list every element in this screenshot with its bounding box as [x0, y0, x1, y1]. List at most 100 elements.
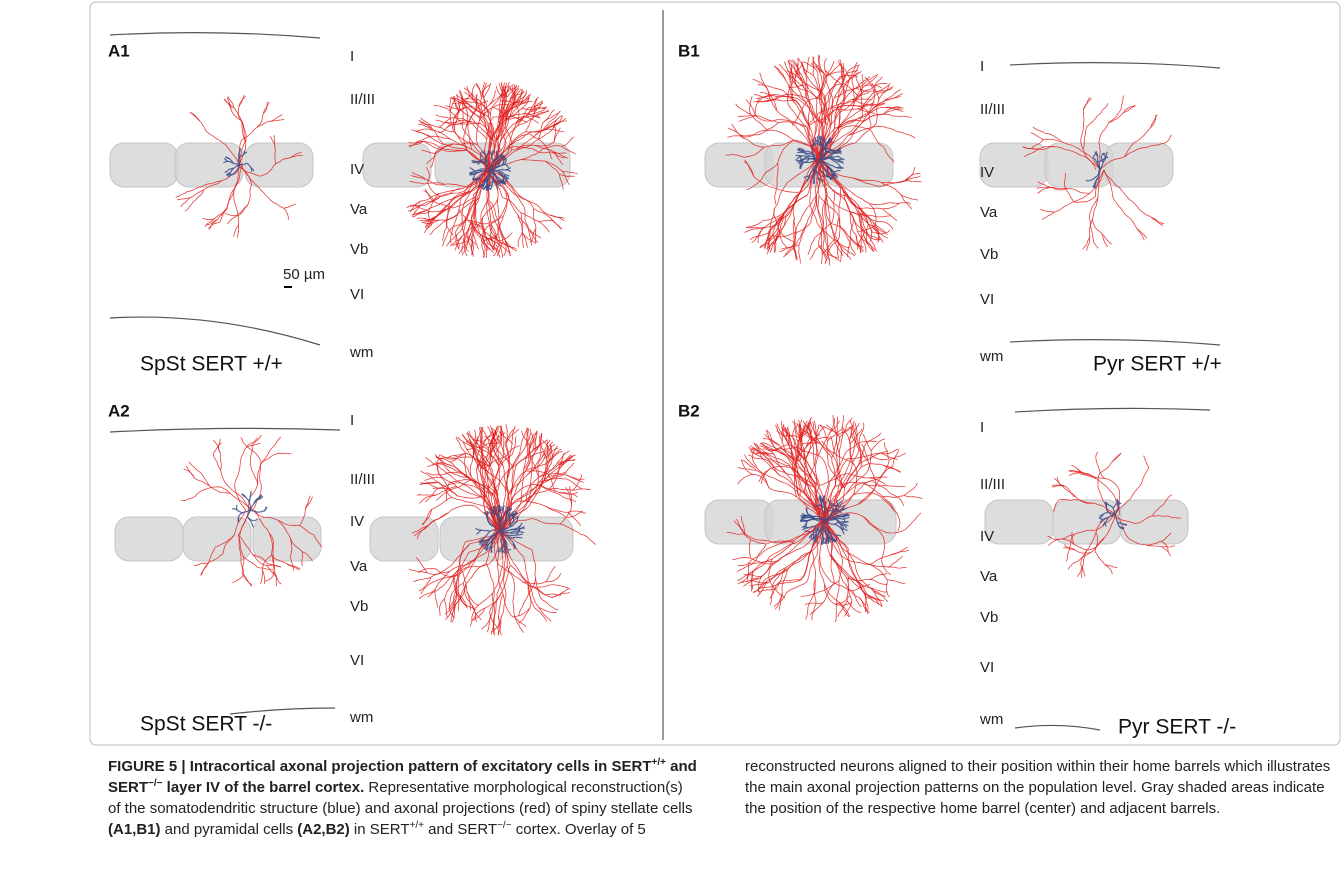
axon — [761, 162, 779, 180]
dendrite — [235, 504, 238, 511]
axon — [517, 213, 523, 233]
axon — [752, 473, 770, 489]
dendrite — [831, 173, 836, 180]
axon — [495, 119, 507, 142]
axon — [490, 98, 500, 116]
axon — [764, 230, 771, 249]
boundary — [109, 427, 341, 433]
axon — [520, 93, 531, 105]
axon — [511, 444, 522, 467]
axon — [520, 427, 528, 446]
layer-label: I — [350, 48, 354, 65]
axon — [277, 519, 300, 526]
axon — [424, 476, 443, 481]
axon — [532, 439, 548, 452]
axon — [514, 616, 524, 633]
dendrite — [223, 158, 229, 162]
axon — [874, 76, 883, 93]
axon — [830, 100, 854, 109]
axon — [903, 482, 918, 496]
axon — [219, 207, 228, 223]
axon — [1122, 105, 1136, 113]
axon — [776, 450, 796, 466]
barrel — [114, 516, 184, 562]
axon — [486, 465, 490, 495]
axon — [500, 102, 515, 118]
axon — [464, 240, 468, 257]
axon — [251, 434, 262, 446]
axon — [203, 180, 222, 191]
axon — [882, 496, 895, 512]
axon — [869, 587, 888, 593]
axon — [766, 430, 775, 447]
axon — [809, 195, 818, 224]
axon — [838, 217, 848, 239]
axon — [841, 461, 853, 489]
axon — [408, 568, 428, 573]
dendrite — [824, 516, 835, 521]
axon — [817, 126, 831, 161]
axon — [424, 182, 445, 185]
dendrite — [804, 150, 813, 155]
dendrite — [499, 529, 502, 541]
axon — [501, 564, 511, 593]
axon — [531, 451, 536, 475]
axon — [773, 187, 803, 193]
axon — [781, 426, 791, 444]
axon — [478, 117, 488, 140]
dendrite — [1112, 507, 1116, 515]
dendrite — [822, 137, 827, 144]
axon — [240, 437, 250, 449]
axon — [408, 141, 424, 146]
dendrite — [821, 495, 825, 503]
axon — [769, 211, 785, 231]
axon — [538, 219, 555, 222]
dendrite — [1102, 511, 1109, 515]
axon — [1161, 546, 1171, 557]
boundary — [109, 32, 321, 39]
axon — [470, 198, 477, 223]
axon — [518, 608, 530, 624]
dendrite — [800, 519, 807, 522]
dendrite — [515, 529, 521, 536]
axon — [787, 427, 791, 447]
layer-label: VI — [350, 286, 364, 303]
axon — [424, 188, 435, 203]
axon — [773, 592, 787, 607]
axon — [792, 437, 798, 461]
axon — [431, 128, 444, 145]
boundary — [109, 316, 321, 346]
axon — [463, 98, 479, 101]
axon — [762, 447, 781, 452]
axon — [484, 116, 493, 140]
axon — [834, 602, 853, 606]
axon — [460, 109, 476, 123]
axon — [769, 236, 780, 253]
dendrite — [814, 527, 819, 536]
axon — [1108, 109, 1122, 123]
axon — [1063, 486, 1077, 498]
axon — [462, 583, 472, 605]
axon — [758, 122, 779, 136]
axon — [838, 458, 851, 486]
dendrite — [504, 513, 508, 522]
dendrite — [481, 529, 490, 532]
dendrite — [500, 540, 504, 549]
axon — [809, 245, 822, 260]
axon — [194, 487, 211, 497]
dendrite — [810, 155, 821, 161]
axon — [472, 438, 489, 449]
axon — [849, 575, 866, 594]
axon — [776, 423, 787, 440]
axon — [188, 461, 200, 473]
axon — [1168, 515, 1181, 519]
dendrite — [246, 162, 252, 168]
axon — [766, 429, 775, 447]
axon — [435, 486, 457, 496]
axon — [553, 127, 561, 143]
axon — [861, 443, 869, 462]
axon — [499, 426, 503, 446]
axon — [445, 121, 461, 125]
dendrite — [809, 168, 816, 176]
axon — [778, 546, 805, 561]
